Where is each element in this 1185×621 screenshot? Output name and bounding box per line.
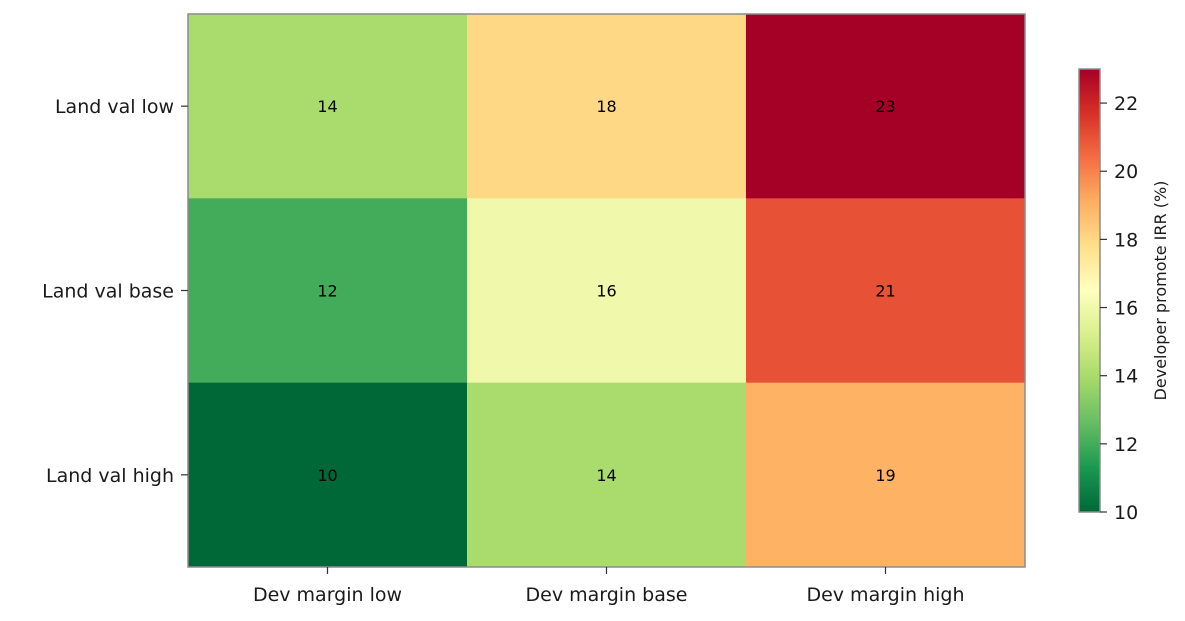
cell-value-label: 12	[317, 282, 337, 301]
cell-value-label: 16	[596, 282, 616, 301]
x-tick-label: Dev margin high	[806, 584, 964, 606]
cell-value-label: 21	[875, 282, 895, 301]
cell-value-label: 23	[875, 97, 895, 116]
colorbar-tick-label: 10	[1114, 502, 1138, 524]
colorbar-ticks: 10 12 14 16 18 20 22	[1100, 93, 1138, 524]
heatmap-cell	[188, 14, 468, 199]
colorbar-tick-label: 14	[1114, 366, 1138, 388]
cell-value-label: 18	[596, 97, 616, 116]
x-tick-label: Dev margin low	[253, 584, 402, 606]
colorbar-tick-label: 12	[1114, 434, 1138, 456]
cell-value-label: 10	[317, 466, 337, 485]
y-tick-label: Land val base	[42, 281, 174, 303]
colorbar-frame	[1078, 68, 1101, 513]
heatmap-cell	[188, 382, 468, 568]
x-tick-label: Dev margin base	[526, 584, 688, 606]
heatmap-cell	[467, 198, 747, 384]
colorbar-tick-label: 20	[1114, 161, 1138, 183]
heatmap-cell	[746, 198, 1026, 384]
colorbar-tick-label: 18	[1114, 229, 1138, 251]
colorbar-tick-label: 16	[1114, 298, 1138, 320]
cell-labels: 14 18 23 12 16 21 10 14 19	[317, 97, 895, 485]
y-tick-label: Land val low	[55, 96, 174, 118]
y-axis: Land val low Land val base Land val high	[42, 96, 188, 487]
cell-value-label: 14	[317, 97, 337, 116]
y-tick-label: Land val high	[46, 465, 174, 487]
x-axis: Dev margin low Dev margin base Dev margin …	[253, 567, 965, 606]
colorbar-tick-label: 22	[1114, 93, 1138, 115]
heatmap-cells	[188, 14, 1026, 568]
cell-value-label: 14	[596, 466, 616, 485]
heatmap-cell	[467, 382, 747, 568]
colorbar-label: Developer promote IRR (%)	[1151, 181, 1170, 401]
colorbar	[1079, 69, 1100, 512]
heatmap-cell	[746, 382, 1026, 568]
cell-value-label: 19	[875, 466, 895, 485]
heatmap-cell	[467, 14, 747, 199]
heatmap-cell	[746, 14, 1026, 199]
heatmap-cell	[188, 198, 468, 384]
